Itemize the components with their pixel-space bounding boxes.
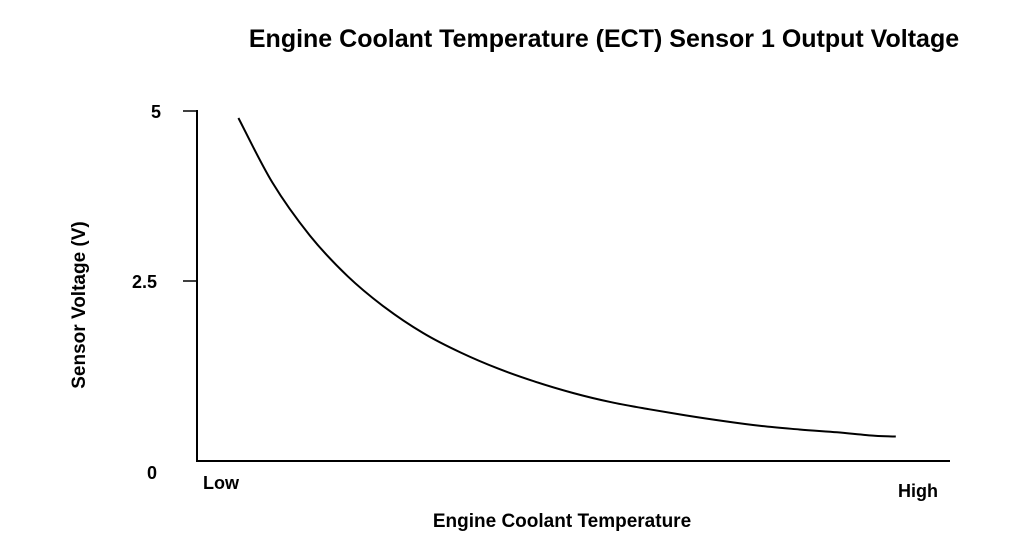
x-tick-label-high: High <box>898 481 938 501</box>
series-line <box>237 117 896 438</box>
y-tick-label-2.5: 2.5 <box>132 272 157 292</box>
axes <box>183 110 950 462</box>
x-tick-label-low: Low <box>203 473 240 493</box>
x-axis-label: Engine Coolant Temperature <box>433 511 691 532</box>
y-axis-label: Sensor Voltage (V) <box>69 221 90 389</box>
chart-title: Engine Coolant Temperature (ECT) Sensor … <box>249 25 959 53</box>
y-tick-label-0: 0 <box>147 463 157 483</box>
y-tick-label-5: 5 <box>151 102 161 122</box>
